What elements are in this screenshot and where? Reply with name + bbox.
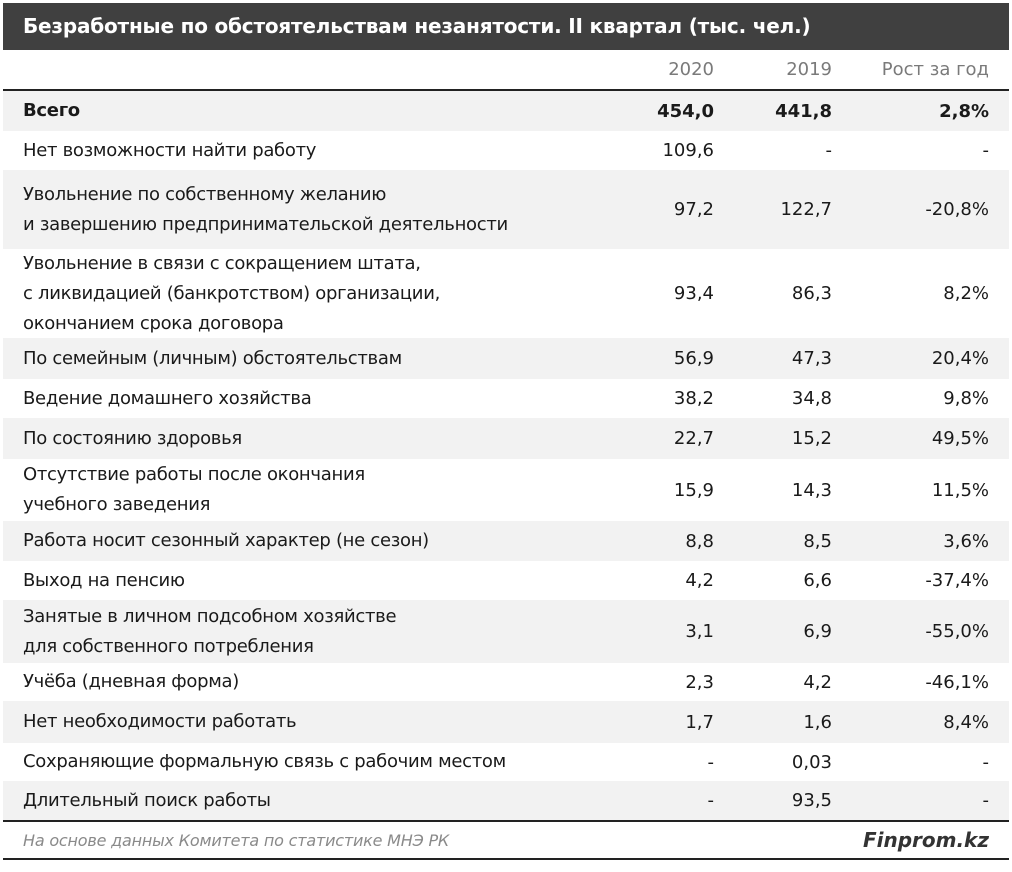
row-growth: 3,6% (943, 530, 989, 552)
row-label: Работа носит сезонный характер (не сезон… (23, 530, 429, 551)
row-growth: -46,1% (925, 671, 989, 693)
row-value-2019: 0,03 (791, 751, 832, 773)
table-row: По состоянию здоровья 22,7 15,2 49,5% (3, 418, 1009, 459)
table-row: Учёба (дневная форма) 2,3 4,2 -46,1% (3, 663, 1009, 701)
row-value-2020: - (707, 790, 715, 811)
row-growth: - (982, 751, 990, 773)
row-value-2019: 86,3 (791, 283, 832, 304)
table-container: Безработные по обстоятельствам незанятос… (3, 3, 1009, 860)
row-label: Выход на пенсию (23, 569, 185, 591)
row-value-2019: 1,6 (803, 711, 832, 733)
row-growth: -20,8% (925, 199, 989, 220)
table-row: Длительный поиск работы - 93,5 - (3, 781, 1009, 820)
row-value-2019: 122,7 (780, 199, 832, 220)
table-row-total: Всего 454,0 441,8 2,8% (3, 91, 1009, 131)
table-row: Нет возможности найти работу 109,6 - - (3, 131, 1009, 170)
row-value-2020: 2,3 (685, 671, 714, 693)
row-value-2019: 4,2 (803, 671, 832, 693)
row-value-2020: 1,7 (685, 711, 714, 733)
row-value-2020: 109,6 (662, 140, 714, 161)
row-label: Отсутствие работы после окончания учебно… (23, 464, 365, 515)
row-value-2020: 38,2 (673, 388, 714, 409)
table-row: Нет необходимости работать 1,7 1,6 8,4% (3, 701, 1009, 743)
row-value-2019: 6,6 (803, 570, 832, 591)
table-row: Отсутствие работы после окончания учебно… (3, 459, 1009, 521)
row-growth: 9,8% (943, 388, 989, 409)
row-label: Ведение домашнего хозяйства (23, 387, 312, 409)
row-label: Учёба (дневная форма) (23, 671, 239, 692)
table-body: Всего 454,0 441,8 2,8% Нет возможности найти… (3, 91, 1009, 820)
table-row: Выход на пенсию 4,2 6,6 -37,4% (3, 561, 1009, 600)
row-value-2019: 93,5 (791, 790, 832, 811)
row-label: Увольнение в связи с сокращением штата, … (23, 252, 441, 334)
header-growth: Рост за год (881, 59, 989, 80)
table-row: По семейным (личным) обстоятельствам 56,9… (3, 338, 1009, 379)
row-growth: 8,4% (943, 711, 989, 733)
row-value-2020: 22,7 (673, 428, 714, 449)
row-label: Нет возможности найти работу (23, 139, 317, 161)
table-row: Сохраняющие формальную связь с рабочим м… (3, 743, 1009, 781)
row-value-2020: 454,0 (657, 100, 714, 122)
table-row: Увольнение по собственному желанию и зав… (3, 170, 1009, 249)
table-bottom-rule (3, 820, 1009, 822)
row-value-2020: 93,4 (673, 283, 714, 304)
row-label: По семейным (личным) обстоятельствам (23, 347, 402, 369)
table-title: Безработные по обстоятельствам незанятос… (3, 3, 1009, 50)
table-footer: На основе данных Комитета по статистике … (3, 822, 1009, 860)
row-value-2020: 97,2 (673, 199, 714, 220)
row-label: Занятые в личном подсобном хозяйстве для… (23, 605, 397, 657)
row-value-2020: 56,9 (673, 348, 714, 369)
row-growth: 2,8% (939, 100, 989, 122)
row-label: Длительный поиск работы (23, 789, 271, 811)
row-value-2020: 3,1 (685, 621, 714, 642)
table-row: Работа носит сезонный характер (не сезон… (3, 521, 1009, 561)
row-growth: - (982, 140, 990, 161)
header-2020: 2020 (668, 59, 714, 80)
row-growth: 20,4% (931, 348, 989, 369)
row-growth: -55,0% (925, 621, 989, 642)
row-label: Увольнение по собственному желанию и зав… (23, 183, 508, 235)
table-row: Ведение домашнего хозяйства 38,2 34,8 9,8% (3, 379, 1009, 418)
row-value-2020: 4,2 (685, 570, 714, 591)
row-label: Сохраняющие формальную связь с рабочим м… (23, 751, 506, 772)
row-label: Нет необходимости работать (23, 711, 297, 732)
source-note: На основе данных Комитета по статистике … (23, 830, 450, 850)
row-growth: 11,5% (931, 479, 989, 501)
row-growth: 49,5% (931, 428, 989, 449)
row-value-2019: 14,3 (791, 479, 832, 501)
row-growth: - (982, 790, 990, 811)
row-label: По состоянию здоровья (23, 427, 242, 449)
header-2019: 2019 (786, 59, 832, 80)
row-value-2019: 47,3 (791, 348, 832, 369)
row-value-2019: 15,2 (791, 428, 832, 449)
row-value-2019: 6,9 (803, 621, 832, 642)
row-value-2020: - (707, 751, 715, 773)
row-growth: -37,4% (925, 570, 989, 591)
table-row: Увольнение в связи с сокращением штата, … (3, 249, 1009, 338)
row-growth: 8,2% (943, 283, 989, 304)
row-value-2020: 8,8 (685, 530, 714, 552)
table-header: 2020 2019 Рост за год (3, 50, 1009, 91)
row-value-2019: 441,8 (775, 100, 832, 122)
row-value-2019: 34,8 (791, 388, 832, 409)
row-value-2019: 8,5 (803, 530, 832, 552)
row-label: Всего (23, 100, 80, 121)
brand-logo: Finprom.kz (862, 828, 989, 852)
table-row: Занятые в личном подсобном хозяйстве для… (3, 600, 1009, 663)
row-value-2020: 15,9 (673, 479, 714, 501)
row-value-2019: - (825, 140, 833, 161)
